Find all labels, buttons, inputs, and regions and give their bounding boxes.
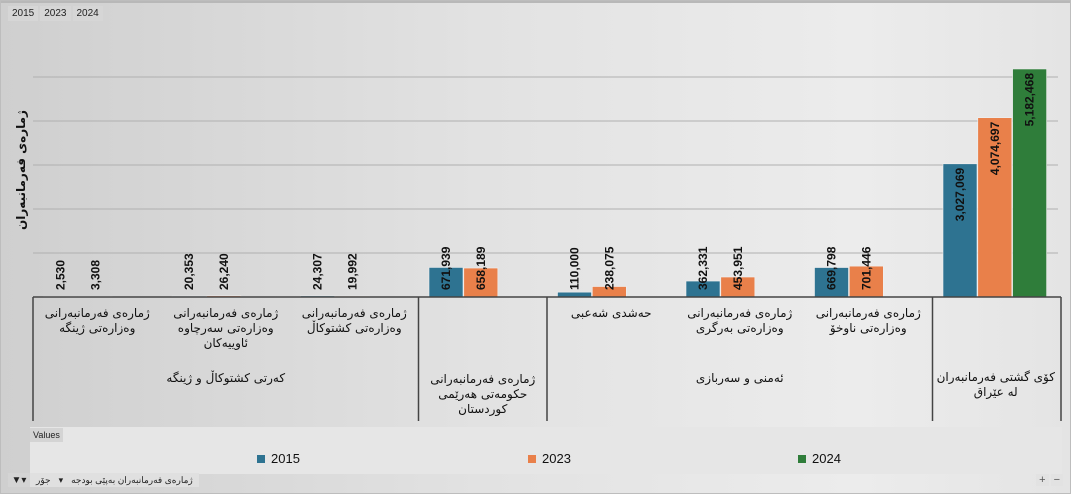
data-label: 669,798: [825, 246, 839, 290]
values-field-tag[interactable]: Values: [30, 428, 63, 442]
zoom-controls: + −: [1036, 474, 1063, 486]
data-label: 4,074,697: [988, 121, 1002, 175]
filter-chip-2023[interactable]: 2023: [40, 6, 71, 21]
axis-field-label: ژمارەی فەرمانبەران بەپێی بودجە: [71, 474, 193, 485]
legend-item-2015[interactable]: 2015: [257, 451, 300, 466]
data-label: 20,353: [182, 253, 196, 290]
data-label: 26,240: [217, 253, 231, 290]
bar-2023[interactable]: [977, 117, 1013, 298]
bar-chart: 2,530 20,353 24,307 671,939 110,000 362,331 66…: [32, 68, 1062, 421]
data-label: 3,027,069: [953, 167, 967, 221]
legend-swatch-2023: [528, 454, 536, 463]
field-bar: ▼▾ ژمارەی فەرمانبەران بەپێی بودجە ▾ جۆر: [8, 473, 199, 487]
bar-2024[interactable]: [1012, 68, 1047, 298]
data-label: 701,446: [859, 246, 873, 290]
filter-chip-2015[interactable]: 2015: [8, 6, 39, 21]
category-group-label: ئەمنی و سەربازی: [695, 371, 784, 385]
axis-field-button[interactable]: ژمارەی فەرمانبەران بەپێی بودجە ▾ جۆر: [30, 473, 199, 487]
data-label: 2,530: [54, 260, 68, 290]
collapse-button[interactable]: −: [1050, 474, 1063, 486]
category-label: کۆی گشتی فەرمانبەران لە عێراق: [936, 370, 1055, 399]
legend-item-2024[interactable]: 2024: [798, 451, 841, 466]
data-label: 453,951: [731, 246, 745, 290]
data-label: 658,189: [474, 246, 488, 290]
legend: [30, 427, 1062, 474]
bar-2015[interactable]: [942, 163, 978, 298]
category-label: ژمارەی فەرمانبەرانی وەزارەتی کشتوکاڵ: [301, 306, 407, 335]
data-label: 110,000: [568, 247, 582, 290]
data-label: 19,992: [345, 253, 359, 290]
data-label: 5,182,468: [1023, 73, 1037, 127]
top-border: [0, 0, 1071, 3]
category-label: حەشدی شەعبی: [570, 306, 652, 320]
legend-swatch-2024: [798, 454, 806, 463]
data-label: 3,308: [88, 260, 102, 290]
filter-icon[interactable]: ▼▾: [8, 473, 30, 487]
category-group-label: کەرتی کشتوکاڵ و ژینگە: [166, 371, 286, 385]
legend-label: 2024: [812, 451, 841, 466]
expand-button[interactable]: +: [1036, 474, 1049, 486]
legend-item-2023[interactable]: 2023: [528, 451, 571, 466]
axis-field2-label: جۆر: [36, 474, 51, 485]
filter-chip-2024[interactable]: 2024: [72, 6, 103, 21]
legend-swatch-2015: [257, 454, 265, 463]
data-label: 671,939: [439, 246, 453, 290]
legend-label: 2015: [271, 451, 300, 466]
category-label: ژمارەی فەرمانبەرانی وەزارەتی سەرچاوە ئاو…: [173, 306, 279, 350]
dropdown-icon[interactable]: ▾: [58, 474, 64, 485]
data-label: 24,307: [311, 253, 325, 290]
data-label: 238,075: [602, 246, 616, 290]
category-label: ژمارەی فەرمانبەرانی حکومەتی هەرێمی کوردس…: [430, 372, 536, 416]
legend-label: 2023: [542, 451, 571, 466]
category-label: ژمارەی فەرمانبەرانی وەزارەتی ناوخۆ: [815, 306, 921, 335]
bar-2023[interactable]: [848, 265, 884, 298]
category-label: ژمارەی فەرمانبەرانی وەزارەتی ژینگە: [44, 306, 150, 335]
filter-chips: 2015 2023 2024: [8, 6, 103, 21]
category-label: ژمارەی فەرمانبەرانی وەزارەتی بەرگری: [687, 306, 793, 335]
data-label: 362,331: [696, 246, 710, 290]
bar-2015[interactable]: [814, 267, 849, 298]
